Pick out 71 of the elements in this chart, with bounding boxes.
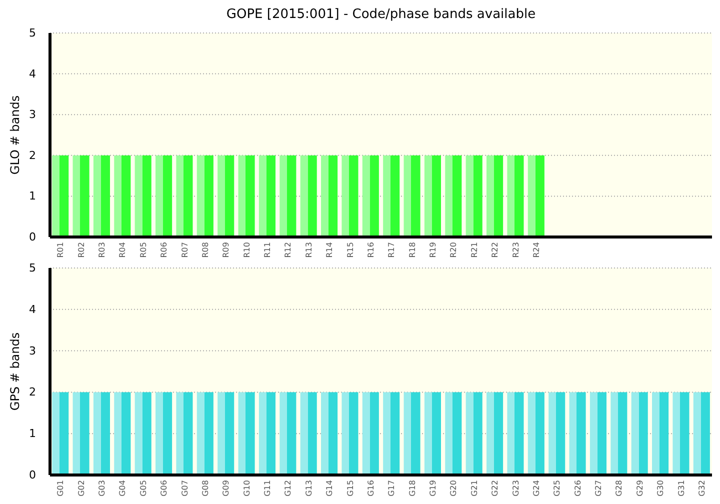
x-tick-label: R02 (76, 242, 86, 258)
chart-title: GOPE [2015:001] - Code/phase bands available (226, 7, 536, 22)
x-tick-label: G30 (656, 480, 666, 496)
x-tick-label: R11 (263, 242, 272, 258)
x-tick-label: R21 (470, 242, 479, 258)
x-tick-label: R01 (56, 242, 66, 258)
x-tick-label: G22 (490, 480, 500, 496)
x-tick-label: G31 (676, 480, 686, 496)
x-tick-label: R24 (532, 242, 541, 258)
x-tick-label: R09 (222, 242, 231, 258)
x-tick-label: R12 (284, 242, 293, 258)
x-tick-label: G24 (532, 480, 541, 496)
x-tick-label: G04 (118, 480, 128, 496)
x-tick-label: G05 (138, 480, 148, 496)
y-tick-label: 4 (29, 67, 36, 80)
x-tick-label: R20 (449, 242, 458, 258)
x-tick-label: G10 (242, 480, 252, 496)
x-tick-label: R04 (118, 242, 128, 258)
x-tick-label: R22 (490, 242, 500, 258)
x-tick-label: G25 (552, 480, 562, 496)
y-axis-title: GPS # bands (8, 332, 22, 411)
y-axis-title: GLO # bands (8, 95, 22, 175)
x-tick-label: G06 (160, 480, 169, 496)
x-tick-label: G17 (387, 480, 396, 496)
y-tick-label: 2 (29, 386, 36, 399)
y-tick-label: 5 (29, 26, 36, 40)
x-tick-label: G18 (408, 480, 417, 496)
x-tick-label: R23 (511, 242, 520, 258)
x-tick-label: R16 (366, 242, 376, 258)
y-tick-label: 0 (29, 468, 36, 482)
x-tick-label: G09 (222, 480, 231, 496)
y-tick-label: 3 (29, 344, 36, 358)
x-tick-label: G20 (449, 480, 458, 496)
x-tick-label: G26 (573, 480, 582, 496)
x-tick-label: R18 (408, 242, 417, 258)
x-tick-label: G29 (635, 480, 644, 496)
x-tick-label: G03 (98, 480, 107, 496)
x-tick-label: G21 (470, 480, 479, 496)
x-tick-label: G15 (346, 480, 355, 496)
x-tick-label: R08 (200, 242, 210, 258)
x-tick-label: G23 (511, 480, 520, 496)
x-tick-label: G19 (428, 480, 438, 496)
x-tick-label: G01 (56, 480, 66, 496)
x-tick-label: G28 (614, 480, 624, 496)
x-tick-label: G12 (284, 480, 293, 496)
x-tick-label: R06 (160, 242, 169, 258)
y-tick-label: 1 (29, 190, 36, 203)
y-tick-label: 1 (29, 427, 36, 440)
x-tick-label: R07 (180, 242, 190, 258)
y-tick-label: 5 (29, 262, 36, 275)
y-tick-label: 0 (29, 230, 36, 244)
x-tick-label: R05 (138, 242, 148, 258)
x-tick-label: R17 (387, 242, 396, 258)
x-tick-label: R13 (304, 242, 314, 258)
y-tick-label: 2 (29, 148, 36, 162)
x-tick-label: G14 (325, 480, 334, 496)
x-tick-label: G11 (263, 480, 272, 496)
x-tick-label: R10 (242, 242, 252, 258)
x-tick-label: G13 (304, 480, 314, 496)
x-tick-label: G27 (594, 480, 604, 496)
x-tick-label: G07 (180, 480, 190, 496)
x-tick-label: R19 (428, 242, 438, 258)
x-tick-label: G02 (76, 480, 86, 496)
x-tick-label: G16 (366, 480, 376, 496)
x-tick-label: R14 (325, 242, 334, 258)
y-tick-label: 4 (29, 302, 36, 316)
x-tick-label: R15 (346, 242, 355, 258)
x-tick-label: G08 (200, 480, 210, 496)
x-tick-label: G32 (697, 480, 706, 496)
y-tick-label: 3 (29, 108, 36, 122)
x-tick-label: R03 (98, 242, 107, 258)
